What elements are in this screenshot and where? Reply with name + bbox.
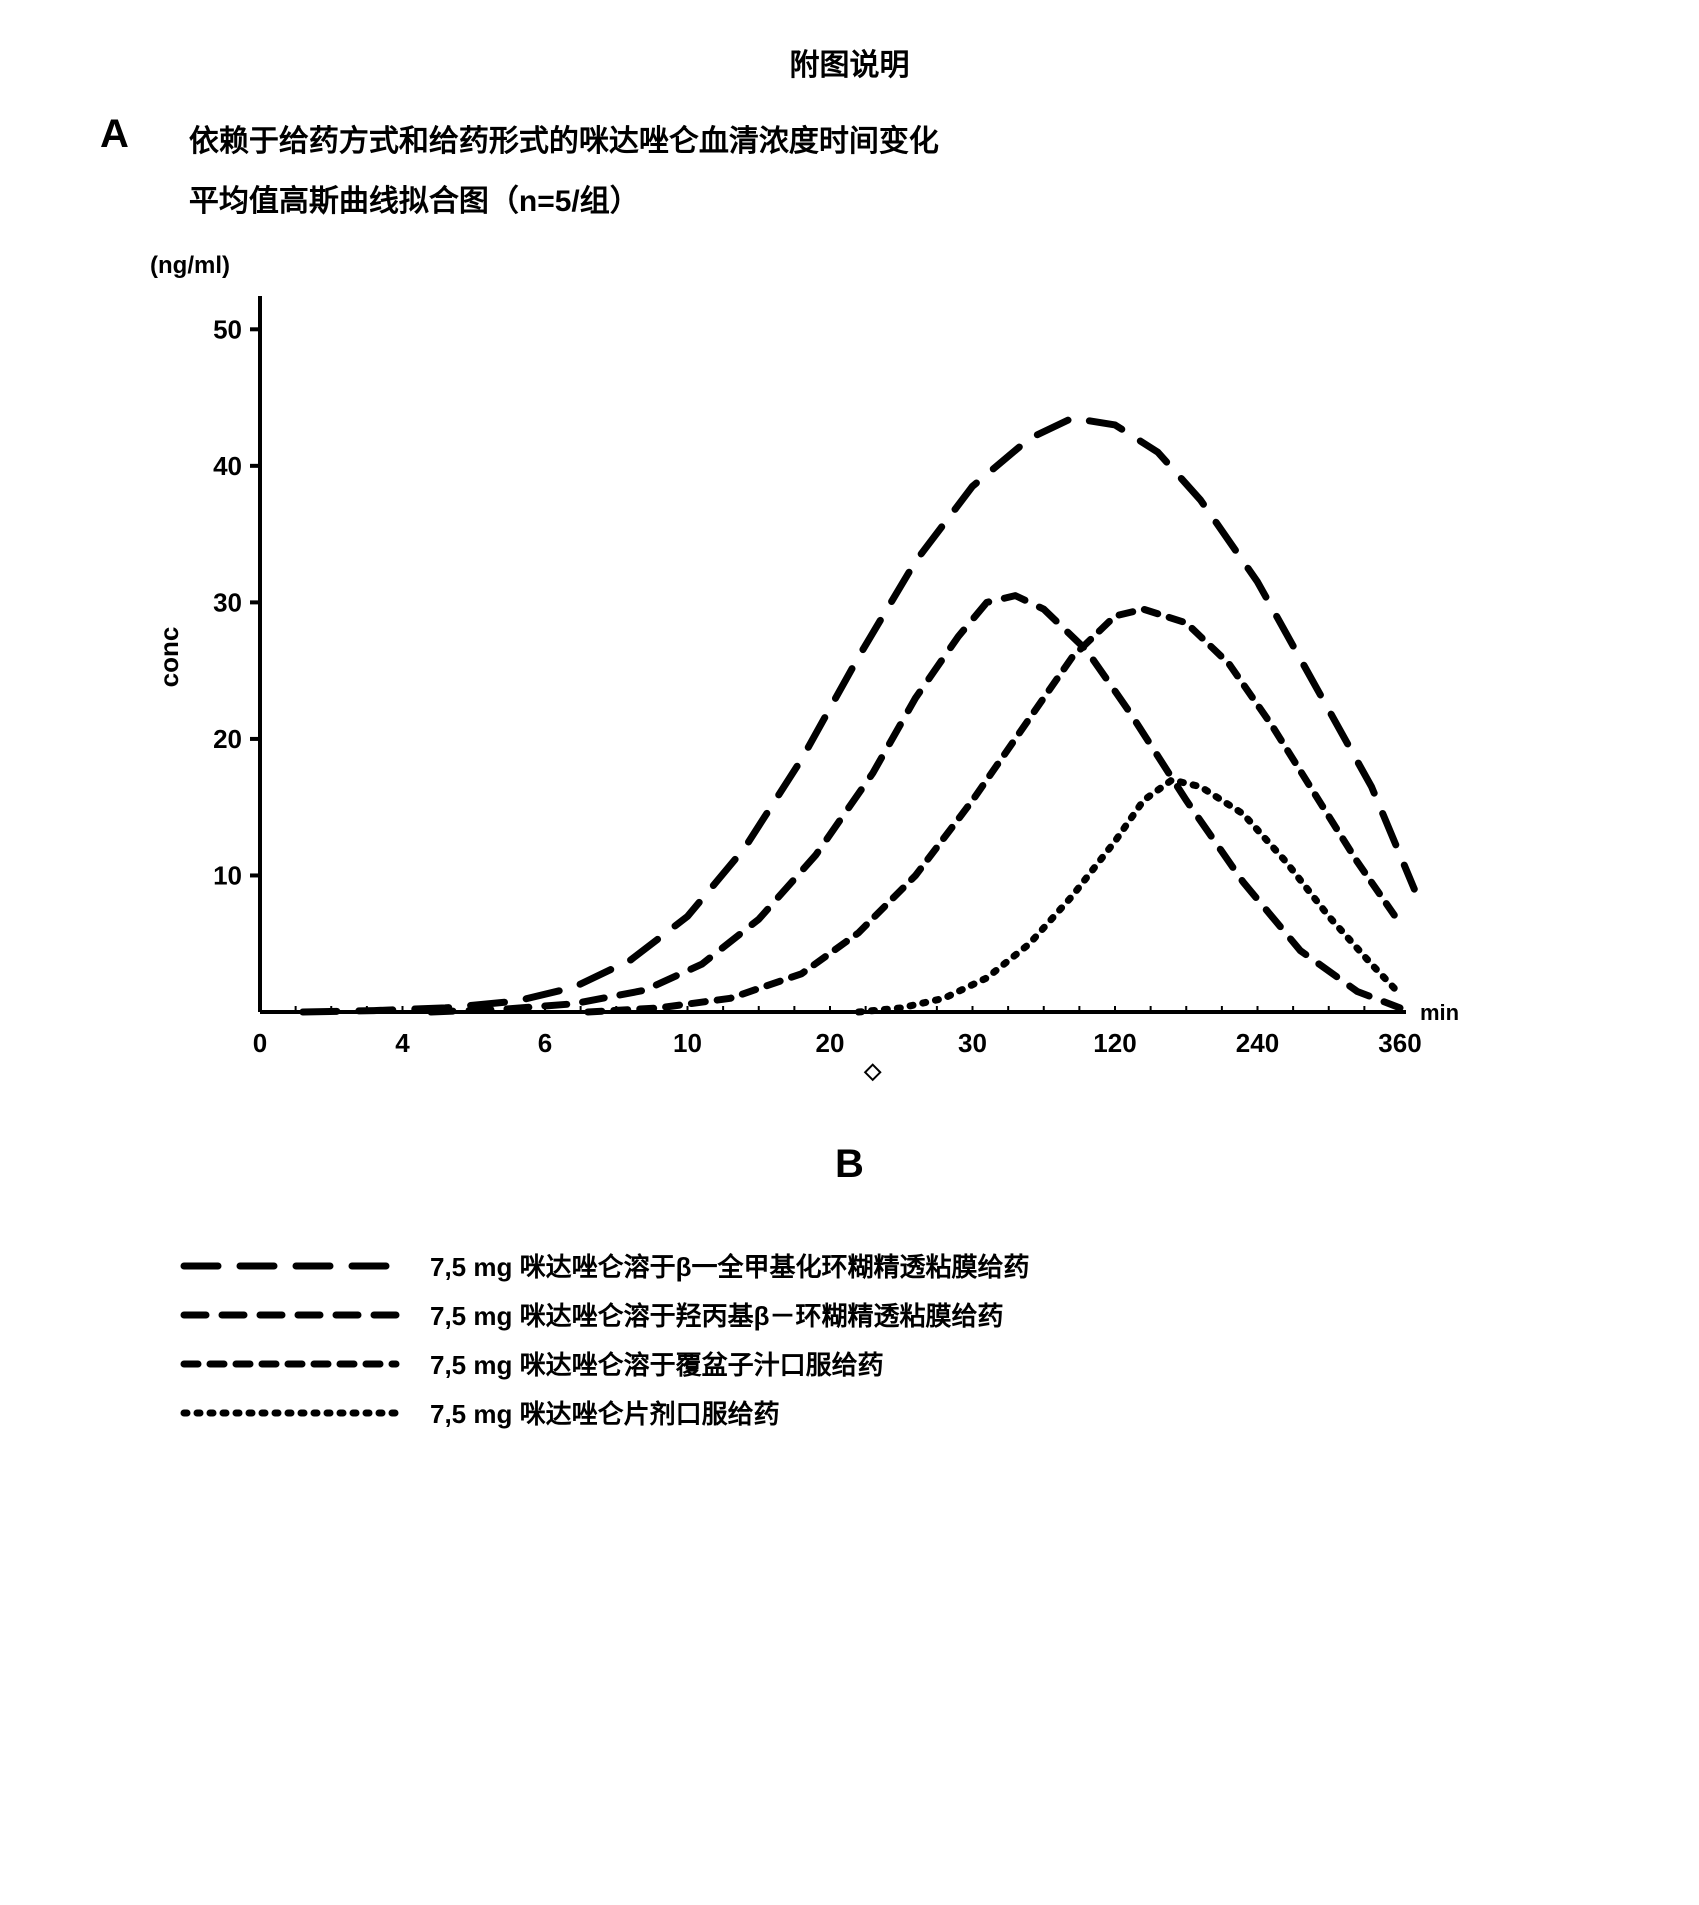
chart-titles: 依赖于给药方式和给药形式的咪达唑仑血清浓度时间变化 平均值高斯曲线拟合图（n=5… — [189, 112, 939, 232]
legend-row-s1: 7,5 mg 咪达唑仑溶于β一全甲基化环糊精透粘膜给药 — [180, 1247, 1639, 1284]
series-s4 — [859, 780, 1401, 1012]
y-unit-label: (ng/ml) — [150, 252, 1639, 280]
legend-swatch-s3 — [180, 1349, 400, 1379]
chart-wrap: (ng/ml) 10 20 30 40 50 0 4 6 10 20 30 120 240 360 conc… — [140, 252, 1639, 1102]
svg-text:10: 10 — [673, 1028, 702, 1058]
page-title: 附图说明 — [60, 40, 1639, 84]
svg-text:50: 50 — [213, 314, 242, 344]
legend-swatch-s4 — [180, 1398, 400, 1428]
series-s3 — [588, 609, 1400, 1012]
svg-text:360: 360 — [1378, 1028, 1421, 1058]
legend-swatch-s1 — [180, 1251, 400, 1281]
svg-text:conc: conc — [154, 627, 184, 688]
svg-text:10: 10 — [213, 860, 242, 890]
svg-text:4: 4 — [395, 1028, 410, 1058]
legend-label-s1: 7,5 mg 咪达唑仑溶于β一全甲基化环糊精透粘膜给药 — [430, 1247, 1029, 1284]
svg-text:◇: ◇ — [863, 1058, 882, 1083]
chart-title-line1: 依赖于给药方式和给药形式的咪达唑仑血清浓度时间变化 — [189, 112, 939, 172]
legend-row-s4: 7,5 mg 咪达唑仑片剂口服给药 — [180, 1394, 1639, 1431]
header-row: A 依赖于给药方式和给药形式的咪达唑仑血清浓度时间变化 平均值高斯曲线拟合图（n… — [60, 112, 1639, 232]
svg-text:30: 30 — [958, 1028, 987, 1058]
line-chart: 10 20 30 40 50 0 4 6 10 20 30 120 240 360 conc min ◇ — [140, 282, 1460, 1102]
chart-title-line2: 平均值高斯曲线拟合图（n=5/组） — [189, 172, 939, 232]
svg-text:6: 6 — [538, 1028, 552, 1058]
svg-text:240: 240 — [1236, 1028, 1279, 1058]
legend-swatch-s2 — [180, 1300, 400, 1330]
legend-row-s2: 7,5 mg 咪达唑仑溶于羟丙基β－环糊精透粘膜给药 — [180, 1296, 1639, 1333]
legend-label-s2: 7,5 mg 咪达唑仑溶于羟丙基β－环糊精透粘膜给药 — [430, 1296, 1003, 1333]
svg-text:30: 30 — [213, 587, 242, 617]
svg-text:120: 120 — [1093, 1028, 1136, 1058]
legend-row-s3: 7,5 mg 咪达唑仑溶于覆盆子汁口服给药 — [180, 1345, 1639, 1382]
panel-label-b: B — [60, 1142, 1639, 1187]
svg-text:20: 20 — [816, 1028, 845, 1058]
svg-text:20: 20 — [213, 724, 242, 754]
svg-text:40: 40 — [213, 451, 242, 481]
series-s1 — [303, 418, 1415, 1012]
legend: 7,5 mg 咪达唑仑溶于β一全甲基化环糊精透粘膜给药 7,5 mg 咪达唑仑溶于… — [180, 1247, 1639, 1431]
legend-label-s3: 7,5 mg 咪达唑仑溶于覆盆子汁口服给药 — [430, 1345, 884, 1382]
svg-text:0: 0 — [253, 1028, 267, 1058]
svg-text:min: min — [1420, 1000, 1459, 1025]
series-s2 — [431, 596, 1400, 1012]
panel-label-a: A — [60, 112, 129, 157]
legend-label-s4: 7,5 mg 咪达唑仑片剂口服给药 — [430, 1394, 780, 1431]
